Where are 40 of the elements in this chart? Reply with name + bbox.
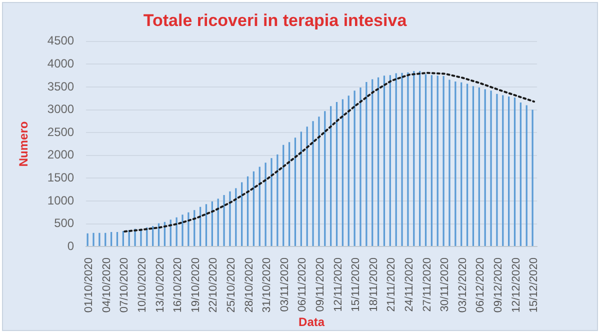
x-tick-label: 12/12/2020: [510, 258, 522, 313]
x-tick-label: 09/12/2020: [492, 258, 504, 313]
y-tick-label: 3500: [47, 79, 74, 94]
x-tick-label: 06/12/2020: [474, 258, 487, 313]
x-tick-label: 16/10/2020: [172, 258, 184, 313]
x-tick-label: 07/10/2020: [118, 258, 131, 313]
y-tick-label: 500: [54, 216, 74, 230]
x-tick-label: 25/10/2020: [225, 258, 238, 313]
x-tick-label: 04/10/2020: [100, 258, 113, 313]
x-tick-label: 18/11/2020: [368, 258, 380, 312]
x-axis-title: Data: [298, 315, 325, 330]
x-tick-label: 03/12/2020: [456, 258, 469, 313]
x-tick-label: 22/10/2020: [208, 258, 220, 313]
x-tick-label: 10/10/2020: [136, 258, 148, 313]
x-tick-label: 27/11/2020: [421, 258, 434, 312]
x-tick-label: 15/11/2020: [350, 258, 362, 312]
y-tick-label: 4000: [47, 56, 74, 71]
x-tick-label: 01/10/2020: [83, 258, 96, 313]
x-tick-label: 09/11/2020: [314, 258, 326, 312]
x-tick-label: 06/11/2020: [296, 258, 309, 312]
y-tick-label: 3000: [47, 102, 74, 116]
y-tick-label: 4500: [47, 34, 74, 48]
chart-title: Totale ricoveri in terapia intesiva: [143, 10, 408, 30]
line-series: [124, 72, 536, 232]
y-tick-label: 1500: [47, 170, 74, 184]
x-tick-label: 15/12/2020: [528, 258, 540, 313]
y-tick-label: 0: [67, 238, 74, 253]
x-tick-label: 12/11/2020: [332, 258, 344, 312]
x-tick-label: 24/11/2020: [403, 258, 416, 312]
x-tick-label: 19/10/2020: [190, 258, 202, 313]
x-tick-label: 31/10/2020: [261, 258, 274, 313]
x-tick-label: 03/11/2020: [278, 258, 291, 312]
y-tick-label: 1000: [47, 193, 74, 208]
y-tick-label: 2000: [47, 148, 74, 162]
y-axis-title: Numero: [16, 121, 31, 167]
x-tick-label: 13/10/2020: [154, 258, 166, 313]
x-tick-label: 30/11/2020: [439, 258, 452, 312]
x-tick-label: 21/11/2020: [386, 258, 398, 312]
y-tick-label: 2500: [47, 124, 74, 139]
x-tick-label: 28/10/2020: [243, 258, 256, 313]
